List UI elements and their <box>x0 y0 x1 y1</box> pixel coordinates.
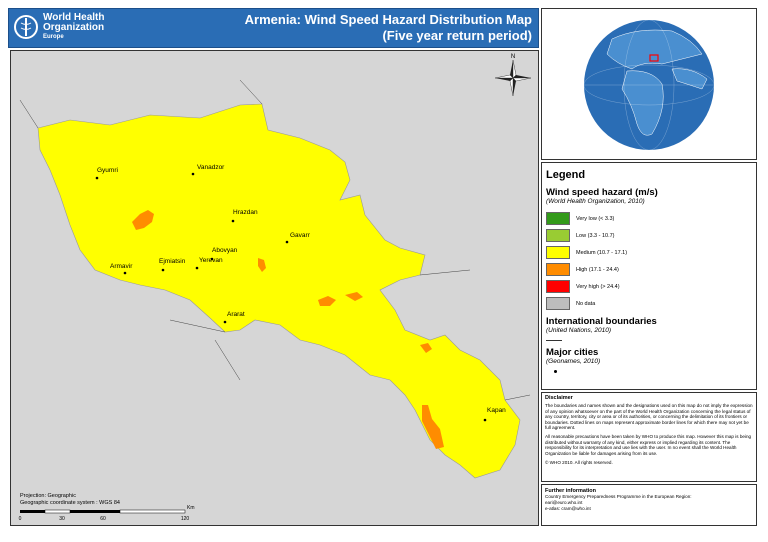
boundaries-title: International boundaries <box>546 316 657 327</box>
boundaries-source: (United Nations, 2010) <box>546 327 612 334</box>
legend-item: Very low (< 3.3) <box>546 210 752 227</box>
city-dot <box>95 176 99 180</box>
logo-region: Europe <box>43 34 64 40</box>
map: N Gyumri Vanadzor Hrazdan Gavarr Abovyan Arma… <box>19 54 532 522</box>
legend-item: High (17.1 - 24.4) <box>546 261 752 278</box>
hazard-patch <box>132 210 154 230</box>
city-label: Vanadzor <box>197 164 225 171</box>
projection: Projection: Geographic <box>20 493 76 499</box>
city-label: Hrazdan <box>233 209 258 216</box>
scale-label: 0 <box>19 516 22 522</box>
further-info-line: e-atlas: cram@who.int <box>545 506 591 511</box>
city-dot <box>223 320 227 324</box>
city-label: Ararat <box>227 311 245 318</box>
who-emblem <box>14 15 38 39</box>
legend-item: Very high (> 24.4) <box>546 278 752 295</box>
hazard-patch <box>258 258 266 272</box>
scale-unit: Km <box>187 505 195 511</box>
scale-label: 60 <box>100 516 106 522</box>
boundary-symbol <box>546 340 562 341</box>
logo-text: World Health Organization Europe <box>43 13 104 41</box>
logo-line: Organization <box>43 22 105 33</box>
further-info-line: eari@euro.who.int <box>545 500 583 505</box>
hazard-patch <box>318 296 336 306</box>
legend-label: Low (3.3 - 10.7) <box>576 232 615 239</box>
city-label: Armavir <box>110 263 133 270</box>
locator-panel <box>541 8 757 160</box>
legend-label: Medium (10.7 - 17.1) <box>576 249 628 256</box>
scale-label: 30 <box>59 516 65 522</box>
scale-bar: 0 30 60 120 Km <box>19 505 195 522</box>
city-dot <box>123 271 127 275</box>
city-dot <box>231 219 235 223</box>
legend-swatch <box>546 297 570 310</box>
legend-label: No data <box>576 300 596 307</box>
compass-n: N <box>511 54 515 60</box>
further-info-title: Further information <box>545 488 597 494</box>
header: World Health Organization Europe Armenia: … <box>8 8 539 48</box>
disclaimer-text: All reasonable precautions have been tak… <box>545 434 752 456</box>
cities: Gyumri Vanadzor Hrazdan Gavarr Abovyan Armavi… <box>95 164 506 422</box>
boundaries <box>19 79 531 401</box>
city-label: Gavarr <box>290 232 311 239</box>
locator-globe <box>583 19 715 151</box>
scale-label: 120 <box>181 516 190 522</box>
legend-label: Very high (> 24.4) <box>576 283 620 290</box>
legend-swatch <box>546 246 570 259</box>
legend-label: Very low (< 3.3) <box>576 215 615 222</box>
cities-source: (Geonames, 2010) <box>546 358 601 365</box>
legend-swatch <box>546 280 570 293</box>
legend-label: High (17.1 - 24.4) <box>576 266 619 273</box>
disclaimer-text: The boundaries and names shown and the d… <box>545 403 753 431</box>
city-symbol <box>554 370 557 373</box>
disclaimer-panel: Disclaimer The boundaries and names show… <box>541 392 757 482</box>
hazard-source: (World Health Organization, 2010) <box>546 198 645 205</box>
city-dot <box>191 172 195 176</box>
compass: N <box>494 54 532 97</box>
high-hazard-areas <box>132 210 444 449</box>
further-info-panel: Further information Country Emergency Pr… <box>541 484 757 526</box>
further-info-line: Country Emergency Preparedness Programme… <box>545 494 692 499</box>
legend-item: No data <box>546 295 752 312</box>
legend-swatch <box>546 229 570 242</box>
legend-item: Low (3.3 - 10.7) <box>546 227 752 244</box>
city-label: Kapan <box>487 407 506 414</box>
city-label: Yerevan <box>199 257 223 264</box>
legend-title: Legend <box>546 169 586 181</box>
logo-line: World Health <box>43 12 105 23</box>
legend-swatch <box>546 263 570 276</box>
city-dot <box>210 257 214 261</box>
legend-swatch <box>546 212 570 225</box>
coordinate-system: Geographic coordinate system : WGS 84 <box>20 500 120 506</box>
legend-panel: Legend Wind speed hazard (m/s) (World He… <box>541 162 757 390</box>
title: Armenia: Wind Speed Hazard Distribution … <box>244 12 532 27</box>
city-dot <box>483 418 487 422</box>
city-label: Gyumri <box>97 167 118 174</box>
hazard-patch <box>345 292 363 301</box>
legend-item: Medium (10.7 - 17.1) <box>546 244 752 261</box>
cities-title: Major cities <box>546 347 599 358</box>
map-panel: N Gyumri Vanadzor Hrazdan Gavarr Abovyan Arma… <box>10 50 539 526</box>
legend-items: Very low (< 3.3) Low (3.3 - 10.7) Medium (… <box>546 210 752 312</box>
boundary-line <box>19 79 531 401</box>
disclaimer-text: © WHO 2010. All rights reserved. <box>545 460 613 466</box>
city-label: Ejmiatsin <box>159 258 186 265</box>
subtitle: (Five year return period) <box>382 28 532 43</box>
city-dot <box>195 266 199 270</box>
hazard-patch <box>422 405 444 449</box>
hazard-patch <box>420 343 432 353</box>
title-block: Armenia: Wind Speed Hazard Distribution … <box>245 12 532 44</box>
city-label: Abovyan <box>212 247 238 254</box>
armenia-territory <box>37 103 521 479</box>
hazard-title: Wind speed hazard (m/s) <box>546 187 658 198</box>
city-dot <box>285 240 289 244</box>
city-dot <box>161 268 165 272</box>
disclaimer-title: Disclaimer <box>545 395 573 401</box>
